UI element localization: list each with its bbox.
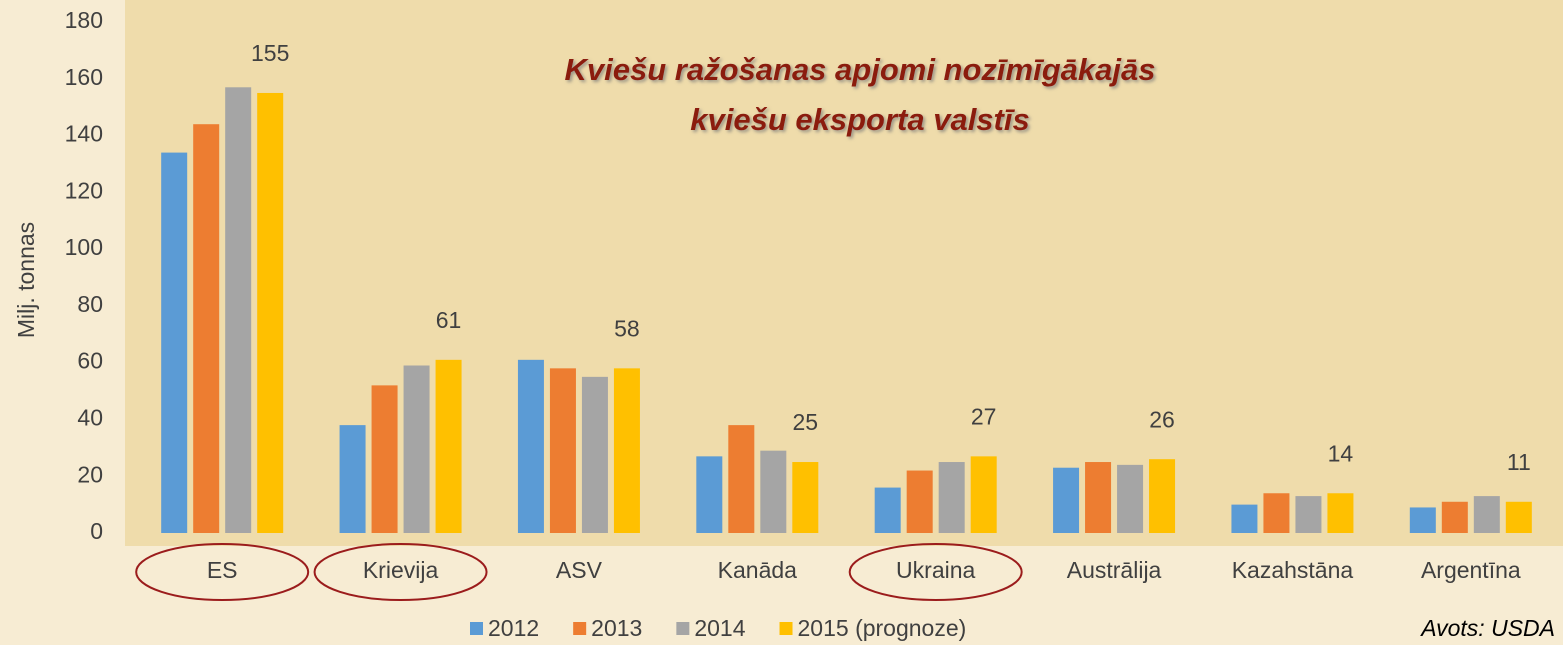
bar (792, 462, 819, 533)
highlight-ellipse (135, 543, 310, 601)
bar (193, 124, 220, 533)
x-tick-label: ASV (556, 557, 603, 583)
bar (339, 425, 366, 533)
bar (1263, 493, 1290, 533)
bar (549, 368, 576, 533)
legend-label: 2013 (591, 615, 642, 641)
bar (1409, 507, 1436, 533)
bar (613, 368, 640, 533)
legend-swatch (676, 622, 690, 635)
bar (1231, 504, 1258, 533)
bar (1053, 467, 1080, 533)
legend-label: 2015 (prognoze) (798, 615, 967, 641)
bar (1441, 501, 1468, 533)
bar (696, 456, 723, 533)
bar (1117, 464, 1144, 533)
y-tick-label: 160 (65, 64, 103, 90)
x-tick-label: Krievija (363, 557, 439, 583)
y-tick-label: 0 (90, 518, 103, 544)
bar (161, 152, 188, 534)
bar (435, 359, 462, 533)
x-tick-label: Argentīna (1421, 557, 1521, 583)
bar (906, 470, 933, 533)
legend-swatch (470, 622, 483, 635)
bar (1505, 501, 1532, 533)
chart-subtitle: kviešu eksporta valstīs (690, 102, 1029, 137)
data-label: 25 (793, 409, 819, 435)
bar (874, 487, 901, 533)
bar (1149, 459, 1176, 533)
bar (225, 87, 252, 534)
y-tick-label: 180 (65, 7, 103, 33)
bar (581, 376, 608, 533)
bar (257, 92, 284, 533)
data-label: 14 (1328, 440, 1354, 466)
data-label: 11 (1507, 449, 1531, 475)
data-label: 61 (436, 307, 462, 333)
bar (1327, 493, 1354, 533)
y-tick-label: 80 (77, 291, 103, 317)
legend-swatch (573, 622, 587, 635)
y-tick-label: 120 (65, 177, 103, 203)
y-tick-label: 140 (65, 121, 103, 147)
bar (1295, 496, 1322, 533)
y-axis-label: Milj. tonnas (13, 222, 39, 338)
y-tick-label: 40 (77, 405, 103, 431)
bar (728, 425, 755, 533)
bar (1473, 496, 1500, 533)
bar (938, 462, 965, 533)
bar (970, 456, 997, 533)
x-tick-label: Kazahstāna (1232, 557, 1354, 583)
y-tick-label: 20 (77, 461, 103, 487)
x-tick-label: Ukraina (896, 557, 975, 583)
bar (403, 365, 430, 533)
bar (371, 385, 398, 533)
bar (1085, 462, 1112, 533)
bar (517, 359, 544, 533)
source: Avots: USDA (1419, 615, 1555, 641)
legend-label: 2012 (488, 615, 539, 641)
chart-title: Kviešu ražošanas apjomi nozīmīgākajās (565, 52, 1156, 87)
x-tick-label: Kanāda (718, 557, 798, 583)
data-label: 27 (971, 403, 997, 429)
bar (760, 450, 787, 533)
legend-label: 2014 (694, 615, 745, 641)
data-label: 58 (614, 315, 640, 341)
data-label: 26 (1149, 406, 1175, 432)
highlight-ellipse (313, 543, 488, 601)
x-tick-label: ES (207, 557, 238, 583)
data-label: 155 (251, 40, 289, 66)
y-tick-label: 100 (65, 234, 103, 260)
legend-swatch (779, 622, 793, 635)
y-tick-label: 60 (77, 348, 103, 374)
x-tick-label: Austrālija (1067, 557, 1162, 583)
highlight-ellipse (848, 543, 1023, 601)
